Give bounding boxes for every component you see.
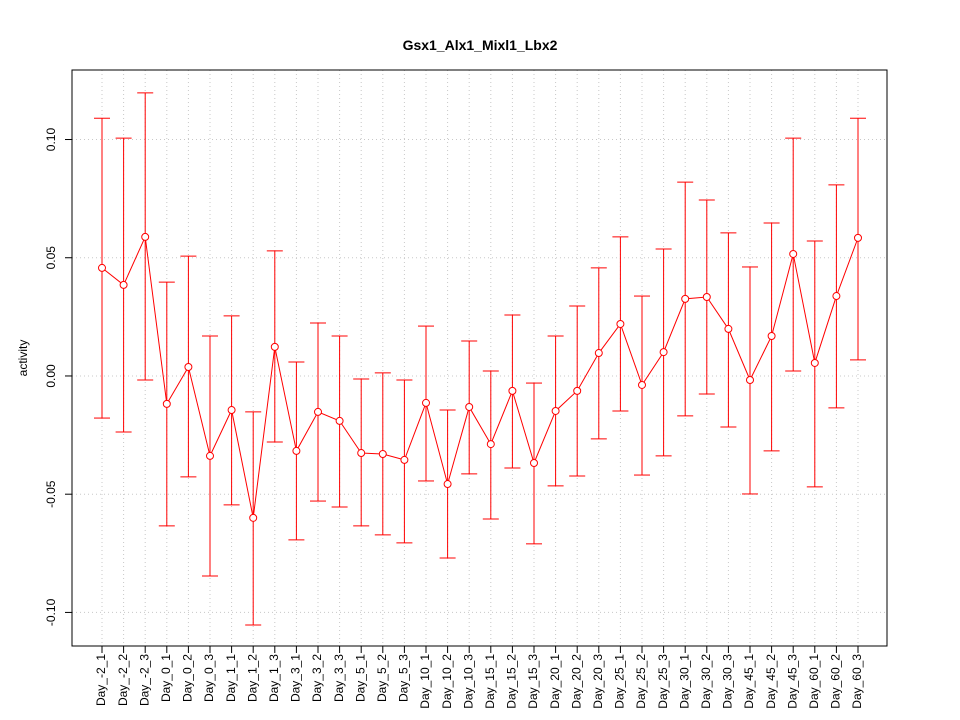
x-axis: Day_-2_1 Day_-2_2 Day_-2_3 Day_0_1 Day_0_2 Da… (94, 646, 864, 709)
y-axis: -0.10 -0.05 0.00 0.05 0.10 (44, 128, 72, 626)
x-tick-label: Day_10_1 (418, 654, 432, 709)
data-point (724, 324, 733, 333)
x-tick-label: Day_25_1 (613, 654, 627, 709)
data-point (832, 292, 841, 301)
data-point (422, 398, 430, 407)
data-point (400, 455, 409, 464)
data-point (767, 332, 776, 341)
y-tick-label: 0.00 (44, 364, 58, 388)
data-point (206, 451, 214, 460)
data-point (638, 380, 646, 389)
y-tick-label: -0.10 (44, 598, 58, 626)
x-tick-label: Day_30_3 (721, 654, 735, 709)
y-axis-label: activity (16, 340, 30, 377)
y-tick-label: 0.05 (44, 246, 58, 270)
x-tick-label: Day_30_2 (699, 654, 713, 709)
x-tick-label: Day_0_1 (159, 654, 173, 702)
data-point (119, 280, 128, 289)
x-tick-label: Day_45_3 (785, 654, 799, 709)
x-tick-label: Day_15_3 (526, 654, 540, 709)
data-point (357, 449, 366, 458)
x-tick-label: Day_15_1 (483, 654, 497, 709)
data-point (270, 342, 279, 351)
data-point (530, 458, 538, 467)
x-tick-label: Day_20_3 (591, 654, 605, 709)
x-tick-label: Day_25_3 (656, 654, 670, 709)
grid (72, 70, 887, 646)
x-tick-label: Day_1_2 (245, 654, 259, 702)
x-tick-label: Day_1_1 (224, 654, 238, 702)
x-tick-label: Day_15_2 (505, 654, 519, 709)
data-point (249, 513, 258, 522)
x-tick-label: Day_20_2 (569, 654, 583, 709)
x-tick-label: Day_-2_3 (137, 654, 151, 706)
data-point (854, 233, 862, 242)
data-point (314, 407, 322, 416)
data-point (227, 406, 236, 415)
x-tick-label: Day_3_2 (310, 654, 324, 702)
x-tick-label: Day_60_2 (829, 654, 843, 709)
data-point (162, 399, 171, 408)
data-point (486, 440, 495, 449)
data-point (292, 446, 301, 455)
data-point (594, 349, 603, 358)
x-tick-label: Day_25_2 (634, 654, 648, 709)
plot-frame (71, 69, 888, 647)
x-tick-label: Day_5_1 (353, 654, 367, 702)
data-point (616, 319, 625, 328)
error-bars (94, 92, 866, 626)
x-tick-label: Day_0_2 (181, 654, 195, 702)
data-point (98, 263, 106, 272)
data-point (659, 348, 668, 357)
data-point (378, 450, 387, 458)
x-tick-label: Day_20_1 (548, 654, 562, 709)
x-tick-label: Day_10_3 (461, 654, 475, 709)
data-point (335, 416, 344, 425)
series-line (101, 235, 859, 518)
data-point (810, 358, 819, 367)
x-tick-label: Day_45_2 (764, 654, 778, 709)
data-point (551, 406, 560, 415)
chart-title: Gsx1_Alx1_Mixl1_Lbx2 (403, 37, 558, 53)
x-tick-label: Day_3_3 (332, 654, 346, 702)
x-tick-label: Day_60_3 (850, 654, 864, 709)
x-tick-label: Day_-2_1 (94, 654, 108, 706)
x-tick-label: Day_5_2 (375, 654, 389, 702)
series (98, 232, 862, 522)
data-point (184, 362, 193, 371)
x-tick-label: Day_60_1 (807, 654, 821, 709)
data-point (573, 386, 582, 395)
y-tick-label: -0.05 (44, 480, 58, 508)
x-tick-label: Day_45_1 (742, 654, 756, 709)
data-point (508, 386, 517, 395)
x-tick-label: Day_1_3 (267, 654, 281, 702)
data-point (141, 232, 150, 241)
x-tick-label: Day_-2_2 (116, 654, 130, 706)
x-tick-label: Day_3_1 (289, 654, 303, 702)
data-point (443, 480, 452, 489)
y-tick-label: 0.10 (44, 128, 58, 152)
data-point (465, 402, 474, 411)
data-point (789, 249, 798, 258)
x-tick-label: Day_5_3 (397, 654, 411, 702)
x-tick-label: Day_10_2 (440, 654, 454, 709)
x-tick-label: Day_30_1 (677, 654, 691, 709)
x-tick-label: Day_0_3 (202, 654, 216, 702)
data-point (702, 292, 711, 301)
data-point (746, 375, 754, 384)
data-point (681, 294, 690, 303)
